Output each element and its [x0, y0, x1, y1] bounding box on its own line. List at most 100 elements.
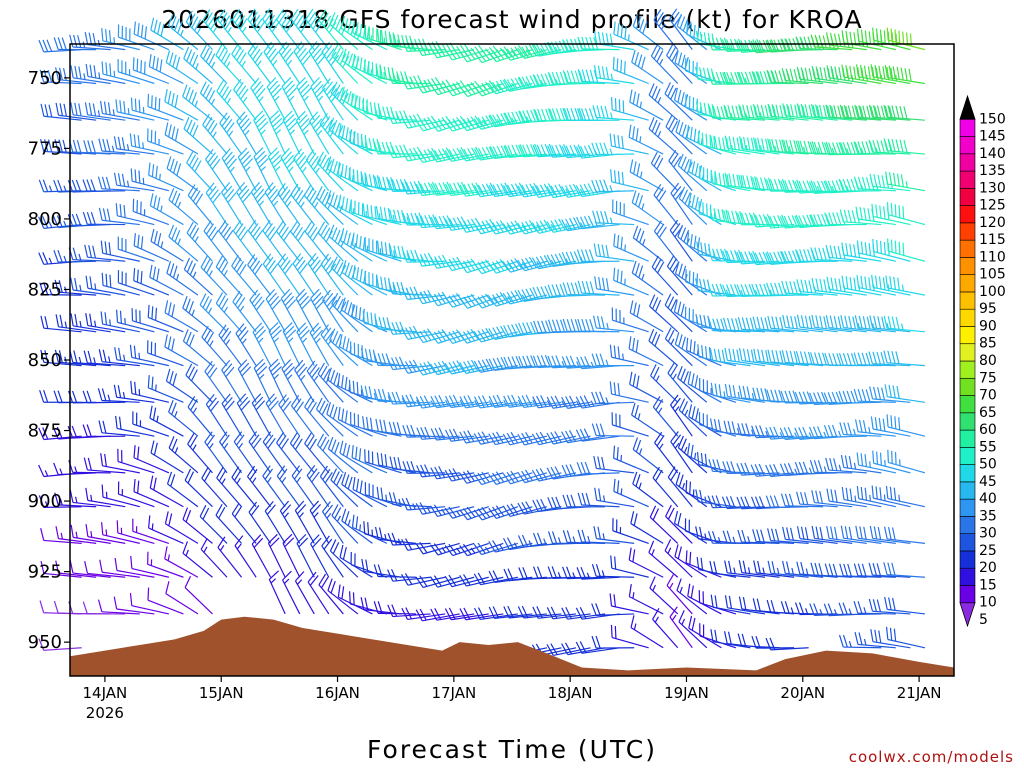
- wind-barb: [165, 581, 199, 615]
- wind-barb: [666, 255, 693, 296]
- wind-barb: [593, 455, 635, 474]
- wind-barb: [85, 313, 126, 333]
- wind-barb: [387, 178, 431, 192]
- wind-barb: [296, 76, 315, 121]
- wind-barb: [854, 315, 896, 333]
- wind-barb: [765, 495, 809, 509]
- wind-barb: [70, 65, 111, 85]
- colorbar-swatch: [959, 136, 976, 155]
- wind-barb: [40, 349, 82, 367]
- wind-barb: [841, 486, 882, 508]
- wind-barb: [738, 347, 780, 367]
- wind-barb: [247, 219, 272, 262]
- wind-barb: [665, 504, 693, 544]
- wind-barb: [430, 147, 475, 163]
- wind-barb: [117, 236, 155, 262]
- wind-barb: [709, 560, 751, 578]
- y-tick-label: 800: [28, 209, 62, 230]
- wind-barb: [184, 468, 213, 508]
- wind-barb: [326, 156, 359, 192]
- wind-barb: [531, 255, 577, 270]
- wind-barb: [630, 615, 664, 649]
- wind-barb: [280, 288, 301, 333]
- wind-barb: [724, 347, 766, 367]
- wind-barb: [667, 362, 693, 403]
- wind-barb: [752, 104, 795, 121]
- wind-barb: [794, 180, 838, 194]
- wind-barb: [85, 63, 126, 85]
- wind-barb: [352, 265, 388, 296]
- wind-barb: [444, 428, 489, 442]
- wind-barb: [854, 419, 896, 437]
- wind-barb: [388, 492, 431, 508]
- wind-barb: [532, 183, 577, 198]
- wind-barb: [205, 394, 228, 437]
- wind-barb: [304, 395, 330, 437]
- wind-barb: [289, 432, 315, 474]
- wind-barb: [251, 393, 272, 437]
- wind-barb: [262, 8, 286, 50]
- wind-barb: [674, 544, 708, 578]
- wind-barb: [853, 352, 896, 367]
- wind-barb: [593, 65, 635, 85]
- wind-barb: [319, 113, 344, 155]
- wind-barb: [885, 485, 926, 508]
- wind-barb: [318, 573, 344, 615]
- wind-barb: [887, 238, 926, 262]
- wind-barb: [231, 502, 257, 544]
- wind-barb: [308, 111, 330, 155]
- wind-barb: [838, 178, 882, 192]
- wind-barb: [839, 563, 882, 578]
- wind-barb: [473, 327, 518, 343]
- wind-barb: [871, 274, 911, 296]
- wind-barb: [723, 104, 766, 121]
- wind-barb: [69, 350, 111, 367]
- x-tick-label: 19JAN: [664, 684, 709, 702]
- wind-barb: [85, 524, 126, 544]
- wind-barb: [547, 566, 591, 580]
- wind-barb: [203, 220, 228, 262]
- colorbar-label: 30: [979, 526, 997, 542]
- wind-barb: [811, 490, 853, 508]
- wind-barb: [167, 13, 199, 51]
- wind-barb: [724, 560, 766, 578]
- wind-barb: [320, 324, 344, 366]
- wind-barb: [430, 575, 475, 588]
- wind-barb: [673, 87, 708, 121]
- wind-barb: [276, 431, 301, 474]
- wind-barb: [649, 505, 679, 544]
- wind-barb: [685, 269, 722, 296]
- colorbar-swatch: [959, 567, 976, 586]
- wind-barb: [853, 563, 896, 578]
- wind-barb: [610, 555, 649, 578]
- wind-barb: [293, 41, 315, 84]
- wind-barb: [838, 390, 882, 404]
- wind-barb: [591, 635, 635, 649]
- wind-barb: [502, 290, 548, 305]
- wind-barb: [473, 80, 519, 97]
- wind-barb: [779, 214, 824, 229]
- wind-barb: [841, 275, 882, 296]
- wind-barb: [752, 316, 795, 333]
- wind-barb: [853, 601, 896, 615]
- wind-barb: [113, 172, 155, 192]
- wind-barb: [338, 194, 373, 226]
- wind-barb: [576, 461, 620, 475]
- wind-barb: [362, 203, 402, 226]
- wind-barb: [415, 361, 460, 376]
- wind-barb: [276, 465, 301, 508]
- colorbar-label: 140: [979, 146, 1006, 162]
- wind-barb: [150, 440, 184, 474]
- wind-barb: [296, 322, 315, 366]
- wind-barb: [649, 576, 679, 615]
- colorbar-cap-top: [959, 94, 976, 120]
- wind-barb: [294, 571, 315, 615]
- wind-barb: [233, 431, 257, 474]
- wind-barb: [868, 562, 911, 578]
- wind-barb: [39, 282, 82, 296]
- wind-barb: [200, 538, 228, 578]
- wind-barb: [416, 214, 460, 229]
- credit-link[interactable]: coolwx.com/models: [849, 748, 1014, 766]
- wind-barb: [885, 171, 926, 192]
- wind-barb: [677, 435, 708, 474]
